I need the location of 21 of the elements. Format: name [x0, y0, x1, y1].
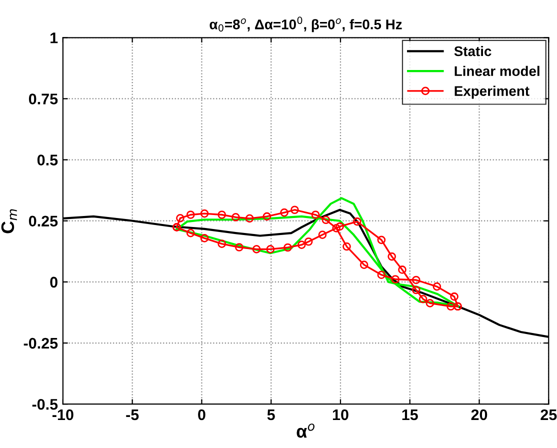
legend-label: Experiment: [454, 86, 530, 99]
x-tick-label: 15: [402, 410, 418, 420]
y-tick-label: -0.5: [32, 398, 58, 410]
chart-title: α$_{0}$=8$^{o}$, Δα=10$^{0}$, β=0$^{o}$, f=0.5 Hz: [210, 16, 402, 32]
y-tick-label: -0.25: [24, 338, 58, 349]
y-tick-label: 0.75: [28, 94, 58, 104]
y-axis-title: C$_{m}$: [1, 209, 17, 234]
x-tick-label: 5: [267, 410, 275, 420]
x-tick-label: 10: [332, 409, 348, 420]
legend-label: Static: [454, 46, 492, 56]
y-tick-label: 0.25: [28, 216, 58, 227]
x-axis-title: α$^{o}$: [296, 424, 314, 438]
legend-label: Linear model: [454, 66, 540, 76]
x-tick-label: 20: [471, 409, 488, 420]
x-tick-label: 0: [198, 409, 206, 420]
x-tick-label: 25: [540, 409, 557, 420]
y-tick-label: 0.5: [37, 154, 58, 166]
x-tick-label: -10: [52, 409, 74, 420]
y-tick-label: 1: [50, 32, 58, 44]
x-tick-label: -5: [126, 410, 139, 420]
y-tick-label: 0: [50, 276, 58, 288]
